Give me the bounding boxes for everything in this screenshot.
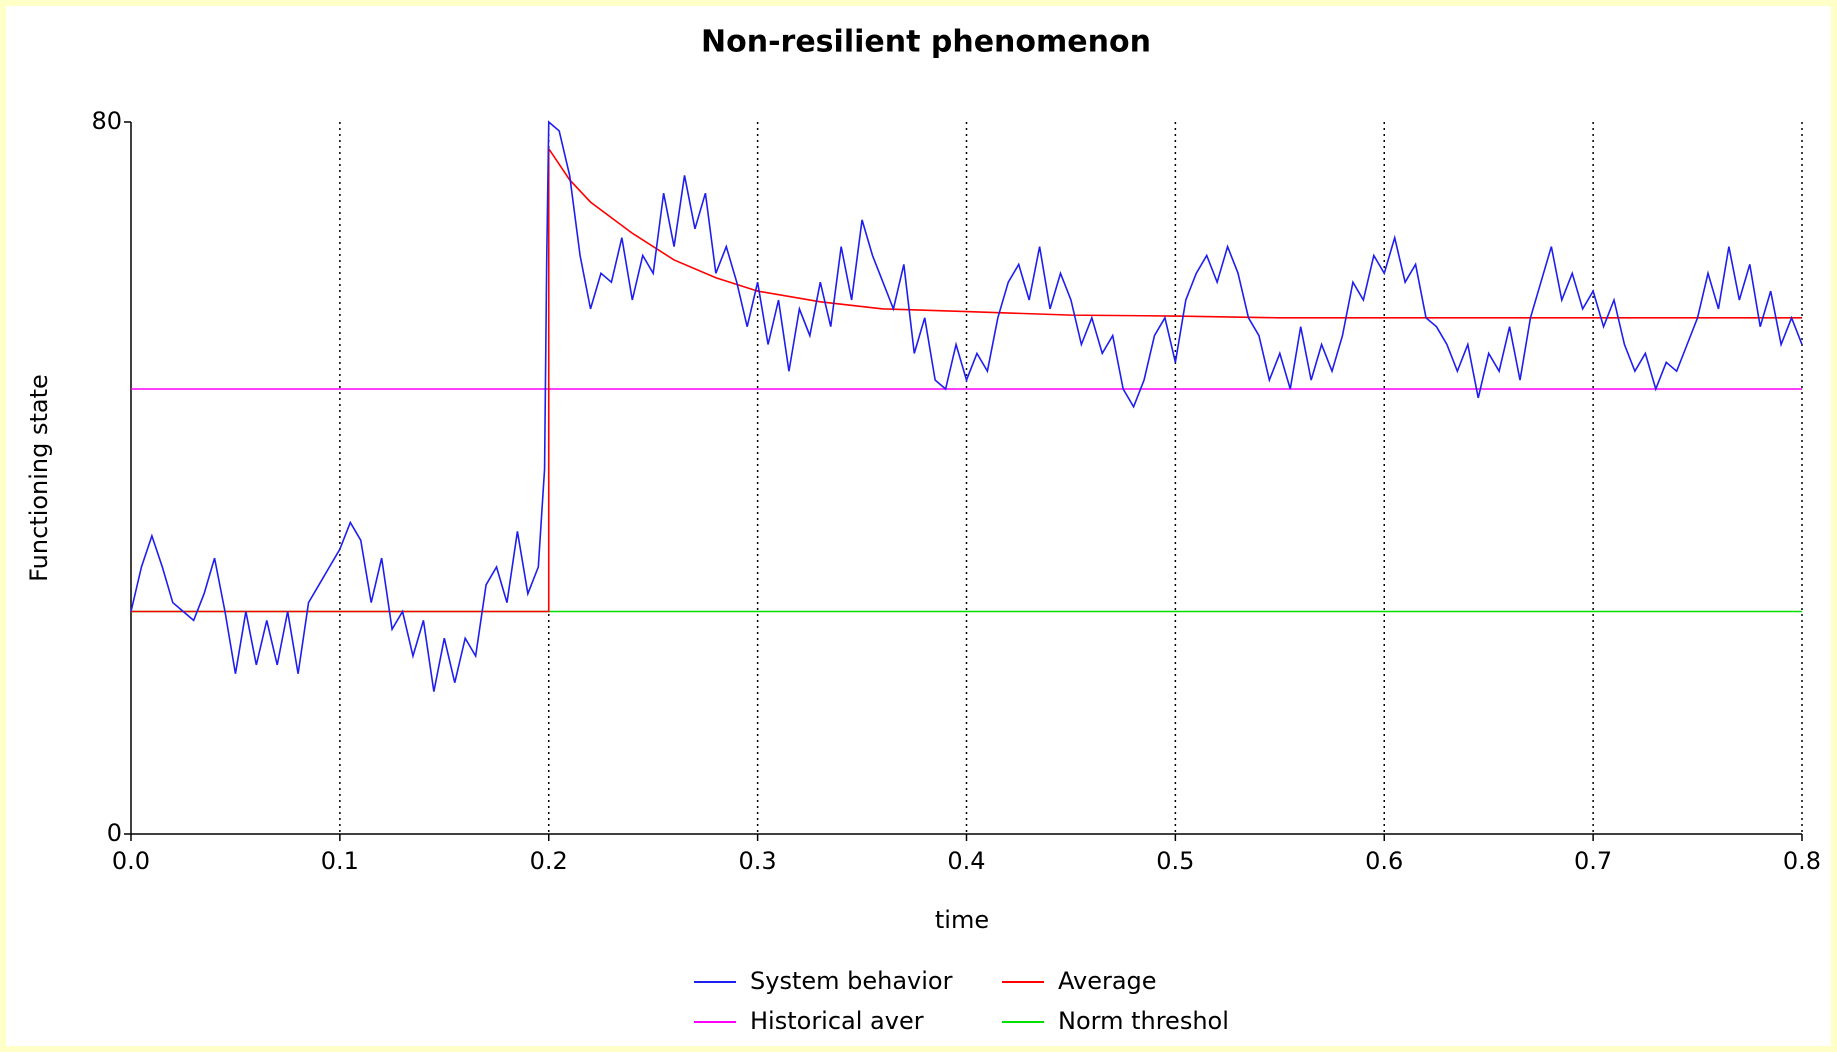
- x-tick-label: 0.1: [321, 847, 359, 875]
- y-tick-label: 0: [107, 819, 122, 847]
- legend-label: Historical aver: [750, 1007, 924, 1035]
- chart-title: Non-resilient phenomenon: [701, 25, 1151, 60]
- x-tick-label: 0.6: [1365, 847, 1403, 875]
- x-axis-label: time: [935, 906, 989, 934]
- x-tick-label: 0.5: [1156, 847, 1194, 875]
- legend-label: Norm threshol: [1058, 1007, 1229, 1035]
- x-tick-label: 0.4: [947, 847, 985, 875]
- legend-label: Average: [1058, 967, 1157, 995]
- x-tick-label: 0.7: [1574, 847, 1612, 875]
- series-line: [130, 120, 1803, 692]
- x-tick-label: 0.2: [530, 847, 568, 875]
- legend-label: System behavior: [750, 967, 953, 995]
- x-tick-label: 0.3: [739, 847, 777, 875]
- series-line: [131, 146, 1802, 613]
- x-tick-label: 0.0: [112, 847, 150, 875]
- y-tick-label: 80: [91, 107, 122, 135]
- y-axis-label: Functioning state: [25, 374, 53, 582]
- x-tick-label: 0.8: [1783, 847, 1821, 875]
